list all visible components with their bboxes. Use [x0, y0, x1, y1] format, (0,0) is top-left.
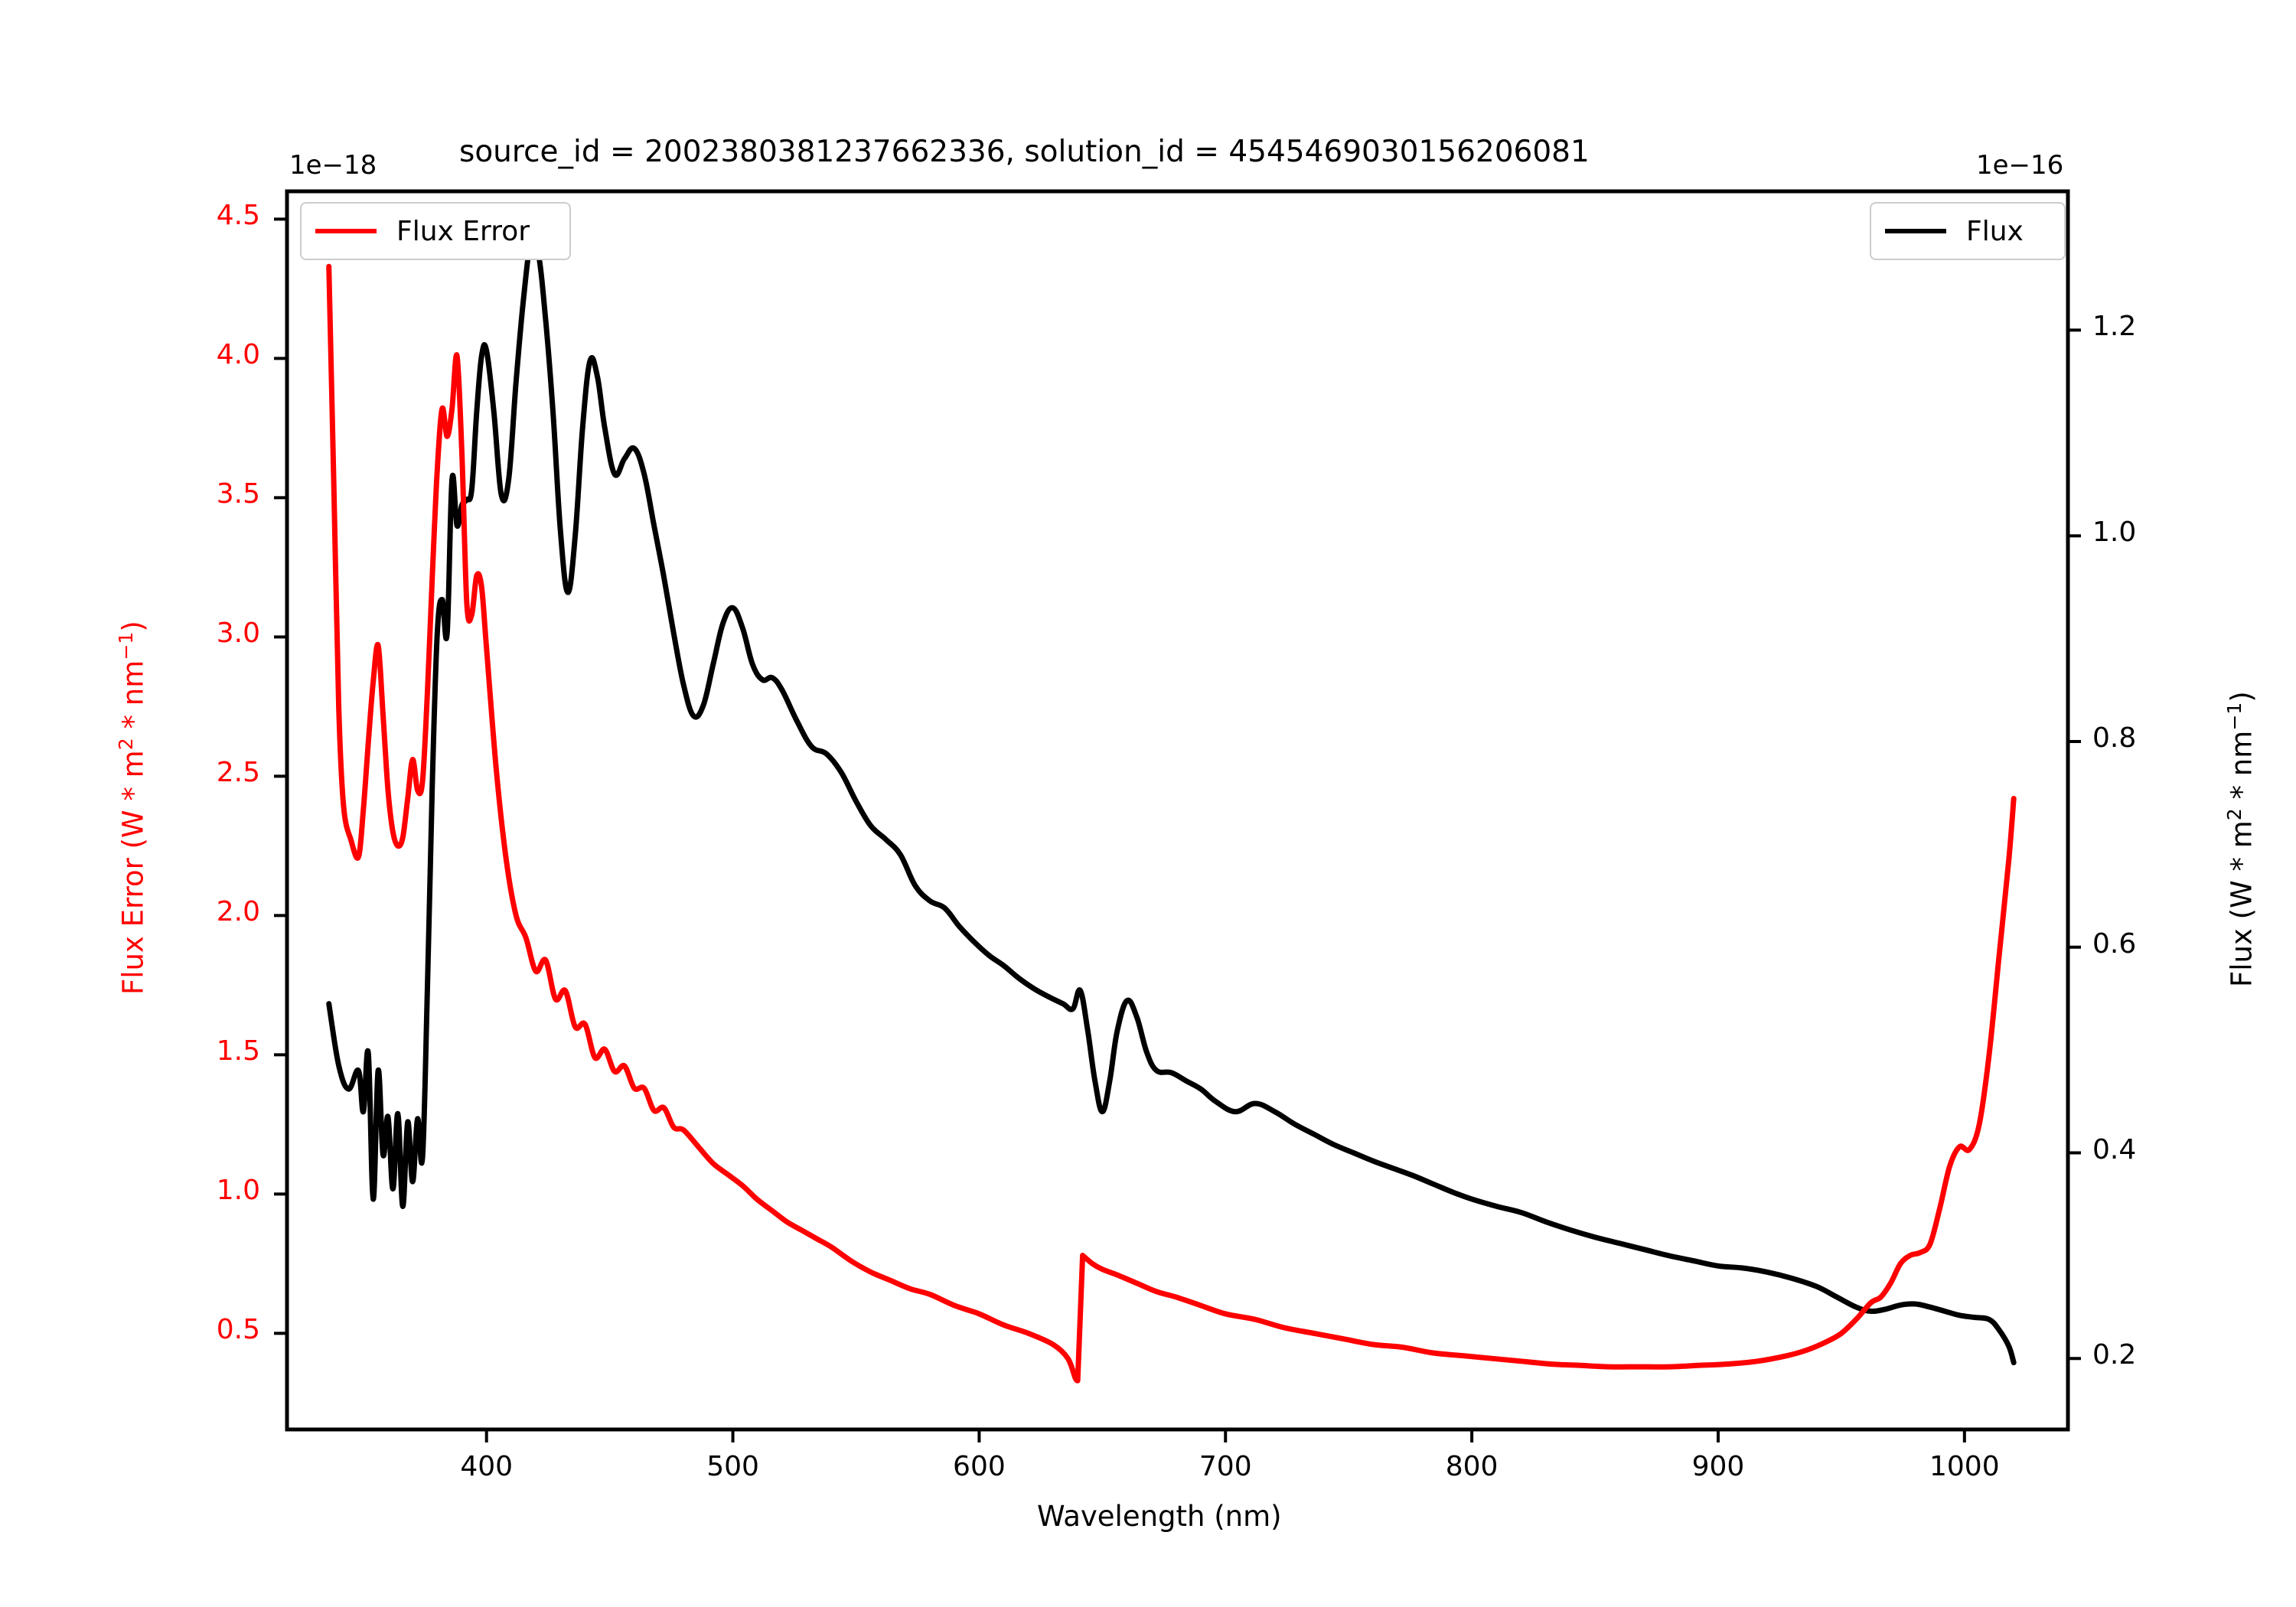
left-tick-label: 1.0	[216, 1175, 260, 1207]
right-tick-label: 0.8	[2092, 722, 2137, 754]
legend-swatch-flux-error	[315, 229, 377, 233]
x-tick-label: 900	[1691, 1451, 1745, 1482]
right-tick-label: 1.2	[2092, 311, 2137, 343]
legend-flux[interactable]: Flux	[1870, 202, 2066, 260]
x-tick-label: 500	[706, 1451, 759, 1482]
x-axis-label: Wavelength (nm)	[1037, 1500, 1282, 1533]
series-line-flux	[326, 236, 2017, 1366]
left-tick-label: 0.5	[216, 1314, 260, 1346]
legend-swatch-flux	[1885, 229, 1946, 233]
x-tick-label: 600	[953, 1451, 1006, 1482]
page-title: source_id = 2002380381237662336, solutio…	[459, 135, 1590, 169]
x-axis-ticks	[484, 1429, 1966, 1442]
left-tick-label: 4.5	[216, 200, 260, 232]
x-tick-label: 400	[460, 1451, 514, 1482]
left-axis-ticks	[274, 217, 287, 1335]
legend-label-flux: Flux	[1966, 215, 2024, 247]
left-tick-label: 3.5	[216, 478, 260, 510]
plot-frame	[285, 189, 2070, 1432]
right-axis-ticks	[2068, 328, 2081, 1361]
legend-row: Flux	[1871, 204, 2064, 259]
right-tick-label: 1.0	[2092, 517, 2137, 549]
right-y-axis-label: Flux (W * m2 * nm−1)	[2223, 691, 2258, 987]
x-tick-label: 700	[1199, 1451, 1252, 1482]
left-tick-label: 1.5	[216, 1035, 260, 1068]
legend-flux-error[interactable]: Flux Error	[300, 202, 571, 260]
series-line-flux-error	[326, 263, 2017, 1384]
left-tick-label: 3.0	[216, 618, 260, 650]
right-tick-label: 0.4	[2092, 1133, 2137, 1165]
legend-row: Flux Error	[302, 204, 569, 259]
x-tick-label: 1000	[1929, 1451, 2000, 1482]
right-tick-label: 0.6	[2092, 927, 2137, 960]
left-tick-label: 2.0	[216, 896, 260, 928]
legend-label-flux-error: Flux Error	[396, 215, 530, 247]
left-y-axis-label: Flux Error (W * m2 * nm−1)	[115, 621, 150, 995]
left-tick-label: 2.5	[216, 757, 260, 789]
left-tick-label: 4.0	[216, 339, 260, 371]
right-tick-label: 0.2	[2092, 1339, 2137, 1371]
x-tick-label: 800	[1445, 1451, 1499, 1482]
right-axis-offset-text: 1e−16	[1976, 150, 2064, 181]
left-axis-offset-text: 1e−18	[289, 150, 377, 181]
